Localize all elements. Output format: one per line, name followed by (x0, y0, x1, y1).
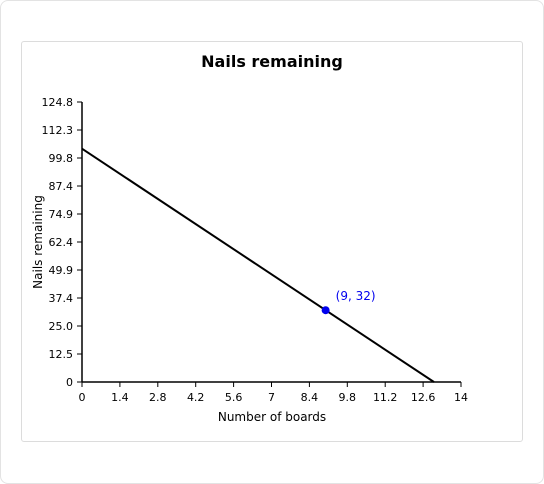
x-tick-label: 0 (79, 391, 86, 404)
x-tick-label: 14 (454, 391, 468, 404)
x-tick-label: 8.4 (301, 391, 319, 404)
y-tick-label: 124.8 (42, 96, 74, 109)
y-tick-label: 112.3 (42, 124, 74, 137)
y-tick-label: 0 (66, 376, 73, 389)
x-tick-label: 4.2 (187, 391, 205, 404)
chart-marks: (9, 32) (81, 147, 435, 383)
y-tick-label: 49.9 (49, 264, 74, 277)
y-tick-label: 37.4 (49, 292, 74, 305)
series-line (81, 147, 435, 383)
highlight-point-label: (9, 32) (336, 289, 376, 303)
y-tick-label: 74.9 (49, 208, 74, 221)
chart-card (21, 41, 523, 442)
x-tick-label: 12.6 (411, 391, 436, 404)
x-tick-label: 9.8 (339, 391, 357, 404)
x-axis-label: Number of boards (218, 410, 326, 424)
axes: 0 1.4 2.8 4.2 5.6 7 8.4 9.8 11.2 12.6 14 0 12.5 25.0 3… (42, 96, 469, 404)
y-axis-label: Nails remaining (31, 195, 45, 289)
chart-title: Nails remaining (201, 52, 343, 71)
y-tick-label: 87.4 (49, 180, 74, 193)
x-tick-label: 7 (268, 391, 275, 404)
x-tick-label: 1.4 (111, 391, 129, 404)
y-tick-label: 99.8 (49, 152, 74, 165)
x-tick-label: 2.8 (149, 391, 167, 404)
y-tick-label: 62.4 (49, 236, 74, 249)
highlight-point (321, 306, 330, 315)
y-tick-label: 25.0 (49, 320, 74, 333)
y-tick-label: 12.5 (49, 348, 74, 361)
x-tick-label: 11.2 (373, 391, 398, 404)
x-tick-label: 5.6 (225, 391, 243, 404)
